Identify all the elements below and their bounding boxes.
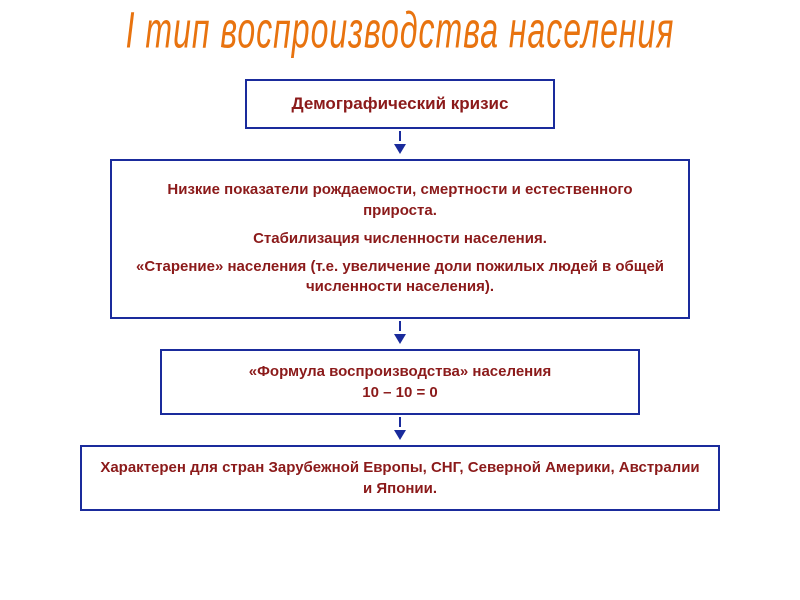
box-countries: Характерен для стран Зарубежной Европы, …	[80, 445, 720, 511]
box1-text: Демографический кризис	[292, 94, 509, 114]
box4-text: Характерен для стран Зарубежной Европы, …	[100, 457, 700, 499]
arrow-3	[394, 417, 406, 443]
box2-p2: Стабилизация численности населения.	[253, 229, 547, 249]
arrow-stem	[399, 417, 401, 427]
arrow-2	[394, 321, 406, 347]
arrow-head-icon	[394, 430, 406, 440]
box3-line2: 10 – 10 = 0	[362, 382, 437, 403]
box2-p3: «Старение» населения (т.е. увеличение до…	[130, 257, 670, 298]
arrow-head-icon	[394, 334, 406, 344]
box3-line1: «Формула воспроизводства» населения	[249, 361, 551, 382]
arrow-head-icon	[394, 144, 406, 154]
box-demographic-crisis: Демографический кризис	[245, 79, 555, 129]
arrow-1	[394, 131, 406, 157]
arrow-stem	[399, 131, 401, 141]
arrow-stem	[399, 321, 401, 331]
box-characteristics: Низкие показатели рождаемости, смертност…	[110, 159, 690, 319]
slide-title: I тип воспроизводства населения	[126, 1, 675, 60]
box2-p1: Низкие показатели рождаемости, смертност…	[130, 180, 670, 221]
box-formula: «Формула воспроизводства» населения 10 –…	[160, 349, 640, 415]
